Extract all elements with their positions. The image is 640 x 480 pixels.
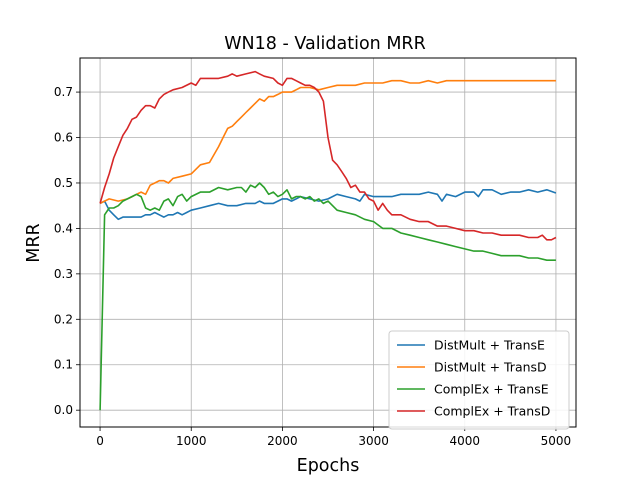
y-tick-label: 0.3	[54, 267, 73, 281]
y-tick-label: 0.4	[54, 221, 73, 235]
legend-box	[388, 330, 570, 430]
x-tick-label: 2000	[267, 434, 298, 448]
legend-label: ComplEx + TransE	[434, 382, 549, 397]
legend-label: DistMult + TransE	[434, 338, 545, 353]
chart-title: WN18 - Validation MRR	[224, 34, 426, 54]
x-tick-label: 5000	[541, 434, 572, 448]
series-line	[99, 70, 557, 241]
axes-frame	[79, 57, 577, 428]
legend-label: DistMult + TransD	[434, 360, 547, 375]
x-tick-label: 4000	[449, 434, 480, 448]
axis-ticks: 0 1000 2000 3000 4000 5000 0.0 0.1 0.2 0.3 0.4 0.5 0…	[54, 85, 571, 448]
y-tick-label: 0.1	[54, 358, 73, 372]
legend: DistMult + TransE DistMult + TransD ComplE…	[388, 330, 570, 430]
series-line	[99, 79, 556, 205]
y-tick-label: 0.2	[54, 312, 73, 326]
series-line	[99, 182, 556, 411]
series-line	[99, 189, 557, 221]
y-tick-label: 0.7	[54, 85, 73, 99]
y-tick-label: 0.5	[54, 176, 73, 190]
x-tick-label: 0	[96, 434, 104, 448]
grid-lines	[80, 58, 576, 427]
y-tick-label: 0.6	[54, 131, 73, 145]
x-tick-label: 1000	[176, 434, 207, 448]
y-tick-label: 0.0	[54, 403, 73, 417]
legend-label: ComplEx + TransD	[434, 404, 550, 419]
series-lines	[99, 70, 557, 411]
y-axis-label: MRR	[24, 223, 44, 262]
x-axis-label: Epochs	[297, 456, 360, 476]
x-tick-label: 3000	[358, 434, 389, 448]
